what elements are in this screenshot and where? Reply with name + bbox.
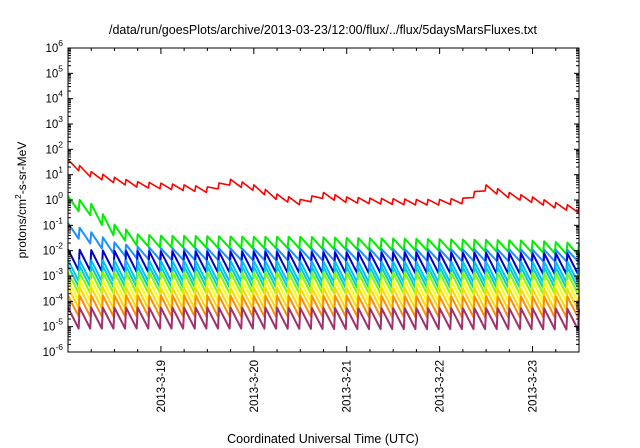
y-tick-label: 10-2 xyxy=(43,241,64,258)
y-tick-label: 106 xyxy=(45,38,63,55)
x-tick-label: 2013-3-21 xyxy=(342,360,354,412)
y-tick-base: 10 xyxy=(43,322,56,334)
series-line xyxy=(67,306,580,331)
y-tick-exponent: 0 xyxy=(58,190,63,200)
y-tick-exponent: 1 xyxy=(58,165,63,175)
y-tick-base: 10 xyxy=(43,246,56,258)
y-tick-label: 102 xyxy=(45,139,63,156)
series-line xyxy=(67,248,580,276)
y-tick-base: 10 xyxy=(45,144,58,156)
y-tick-exponent: -4 xyxy=(55,291,63,301)
y-tick-label: 10-1 xyxy=(43,215,64,232)
y-tick-label: 10-3 xyxy=(43,266,64,283)
x-axis: 2013-3-19 2013-3-20 2013-3-21 2013-3-22 2013… xyxy=(67,48,580,412)
y-tick-exponent: 4 xyxy=(58,89,63,99)
y-tick-exponent: -2 xyxy=(55,241,63,251)
series-line xyxy=(67,158,580,214)
series-line xyxy=(67,278,580,304)
x-tick-label: 2013-3-22 xyxy=(435,360,447,412)
y-tick-exponent: -5 xyxy=(55,317,63,327)
y-tick-base: 10 xyxy=(43,271,56,283)
series-layer xyxy=(67,158,580,331)
x-tick-label: 2013-3-20 xyxy=(249,360,261,412)
y-label-pre: protons/cm xyxy=(15,199,29,258)
y-tick-exponent: 5 xyxy=(58,63,63,73)
y-tick-exponent: 2 xyxy=(58,139,63,149)
series-line xyxy=(67,264,580,289)
series-line xyxy=(67,294,580,319)
y-tick-label: 104 xyxy=(45,89,63,106)
y-tick-base: 10 xyxy=(45,94,58,106)
y-tick-exponent: -6 xyxy=(55,342,63,352)
y-tick-label: 101 xyxy=(45,165,63,182)
y-tick-label: 10-5 xyxy=(43,317,64,334)
y-tick-exponent: 6 xyxy=(58,38,63,48)
series-line xyxy=(67,259,580,284)
series-line xyxy=(67,222,580,263)
x-tick-label: 2013-3-19 xyxy=(156,360,168,412)
y-tick-label: 105 xyxy=(45,63,63,80)
y-tick-base: 10 xyxy=(43,220,56,232)
y-tick-base: 10 xyxy=(45,43,58,55)
y-tick-base: 10 xyxy=(43,347,56,359)
y-axis: 10-610-510-410-310-210-11001011021031041… xyxy=(43,38,579,359)
y-tick-label: 10-4 xyxy=(43,291,64,308)
y-tick-base: 10 xyxy=(43,296,56,308)
y-tick-label: 10-6 xyxy=(43,342,64,359)
y-label-sup: 2 xyxy=(13,194,23,199)
y-tick-base: 10 xyxy=(45,170,58,182)
x-axis-label: Coordinated Universal Time (UTC) xyxy=(227,432,419,446)
y-tick-exponent: 3 xyxy=(58,114,63,124)
chart-title: /data/run/goesPlots/archive/2013-03-23/1… xyxy=(109,23,538,37)
y-tick-exponent: -3 xyxy=(55,266,63,276)
x-tick-label: 2013-3-23 xyxy=(528,360,540,412)
series-line xyxy=(67,286,580,311)
y-label-post: -s-sr-MeV xyxy=(15,142,29,195)
y-tick-exponent: -1 xyxy=(55,215,63,225)
y-tick-label: 103 xyxy=(45,114,63,131)
y-axis-label: protons/cm2-s-sr-MeV xyxy=(13,142,29,259)
y-tick-base: 10 xyxy=(45,119,58,131)
y-tick-label: 100 xyxy=(45,190,63,207)
y-tick-base: 10 xyxy=(45,68,58,80)
series-line xyxy=(67,271,580,296)
plot-area xyxy=(67,47,580,353)
series-line xyxy=(67,195,580,256)
y-tick-base: 10 xyxy=(45,195,58,207)
